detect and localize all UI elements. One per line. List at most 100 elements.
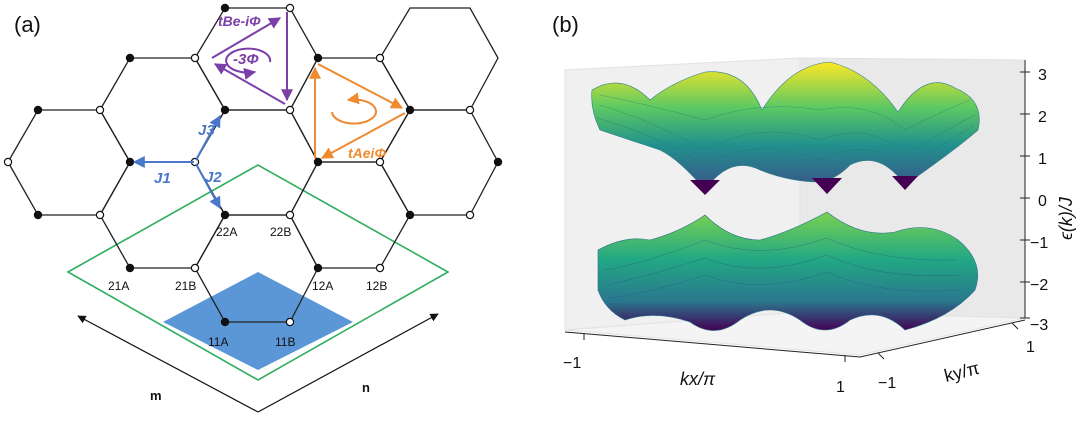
- m-axis-arrow: [77, 315, 259, 413]
- y-tick-label: −1: [878, 375, 896, 392]
- x-axis-line: [564, 331, 861, 358]
- orange-loop: [309, 63, 406, 159]
- site-b: [95, 105, 105, 115]
- site-a: [313, 263, 323, 273]
- z-tick-label: −3: [1030, 317, 1048, 334]
- z-tick-label: −2: [1030, 277, 1048, 294]
- dirac-points: [690, 176, 918, 195]
- site-a: [125, 263, 135, 273]
- panel-b: (b): [552, 12, 1076, 396]
- site-a: [125, 157, 135, 167]
- lattice-axes: [77, 313, 439, 413]
- purple-loop: [211, 12, 293, 105]
- n-axis-arrow: [257, 313, 439, 413]
- x-axis-title: kx/π: [680, 369, 716, 389]
- site-label-22a: 22A: [216, 225, 237, 239]
- site-a: [405, 105, 415, 115]
- panel-a-label: (a): [14, 12, 41, 37]
- site-a: [220, 3, 230, 13]
- orange-edge: [317, 63, 404, 109]
- site-label-21a: 21A: [108, 279, 129, 293]
- hexagon: [289, 161, 411, 269]
- z-tick-label: 2: [1038, 109, 1047, 126]
- m-axis-label: m: [150, 388, 162, 403]
- site-a: [33, 210, 43, 220]
- site-a: [125, 53, 135, 63]
- purple-hopping-label: tBe-iΦ: [218, 13, 261, 29]
- z-axis-ticks: [1020, 71, 1030, 319]
- site-label-12b: 12B: [366, 279, 387, 293]
- site-label-12a: 12A: [312, 279, 333, 293]
- site-a: [405, 210, 415, 220]
- site-b: [285, 210, 295, 220]
- hexagon: [379, 7, 499, 111]
- j2-arrow: [195, 163, 221, 210]
- panel-b-label: (b): [552, 12, 579, 37]
- site-a: [220, 317, 230, 327]
- site-b: [375, 263, 385, 273]
- site-a: [313, 53, 323, 63]
- site-label-22b: 22B: [270, 225, 291, 239]
- j3-label: J3: [198, 122, 215, 139]
- z-tick-label: 1: [1038, 151, 1047, 168]
- supercell-outline: [66, 164, 450, 381]
- hopping-arrows: [132, 114, 221, 210]
- j2-label: J2: [205, 169, 222, 186]
- y-tick-label: 1: [1026, 339, 1035, 356]
- site-b: [375, 157, 385, 167]
- purple-flux-label: -3Φ: [233, 51, 259, 68]
- upper-band-surface: [591, 61, 980, 191]
- site-a: [220, 210, 230, 220]
- site-b: [375, 53, 385, 63]
- purple-circulation-icon: [225, 47, 272, 80]
- panel-a: (a): [3, 3, 503, 413]
- z-axis-title: ϵ(k)/J: [1056, 196, 1076, 240]
- site-a: [493, 157, 503, 167]
- site-b: [465, 105, 475, 115]
- x-tick-label: −1: [563, 355, 581, 372]
- upper-band-meshlines: [595, 94, 976, 171]
- site-label-11a: 11A: [208, 335, 228, 349]
- site-b: [285, 105, 295, 115]
- site-b: [3, 157, 13, 167]
- site-label-11b: 11B: [275, 335, 295, 349]
- site-b: [190, 53, 200, 63]
- x-axis-ticks: [583, 333, 846, 362]
- orange-flux-label: 3Φ: [336, 99, 357, 116]
- site-b: [190, 263, 200, 273]
- site-b: [285, 3, 295, 13]
- purple-edge: [211, 17, 282, 59]
- dirac-cone: [690, 180, 720, 195]
- j1-label: J1: [154, 170, 171, 187]
- lower-band-surface: [597, 211, 978, 331]
- site-a: [220, 105, 230, 115]
- dirac-cone: [812, 178, 842, 194]
- n-axis-label: n: [362, 380, 370, 395]
- site-a: [33, 105, 43, 115]
- orange-circulation-icon: [331, 92, 377, 125]
- orange-edge: [320, 112, 406, 159]
- lower-band-meshlines: [604, 237, 961, 299]
- x-tick-label: 1: [836, 379, 845, 396]
- hexagon: [99, 57, 226, 163]
- hexagon: [379, 109, 499, 216]
- site-b: [465, 210, 475, 220]
- lattice-sites: [3, 3, 503, 327]
- y-axis-ticks: [877, 322, 1019, 360]
- site-label-21b: 21B: [175, 279, 196, 293]
- z-tick-label: 0: [1038, 193, 1047, 210]
- z-tick-label: −1: [1030, 235, 1048, 252]
- y-axis-title: ky/π: [942, 358, 981, 386]
- hexagon: [7, 109, 131, 216]
- purple-edge: [213, 63, 286, 105]
- site-a: [313, 157, 323, 167]
- j3-arrow: [195, 114, 221, 161]
- z-tick-label: 3: [1038, 67, 1047, 84]
- dirac-cone: [892, 176, 918, 190]
- site-b: [95, 210, 105, 220]
- y-axis-line: [859, 319, 1026, 358]
- orange-hopping-label: tAeiΦ: [348, 145, 386, 161]
- unit-cell: [163, 272, 353, 370]
- site-b: [285, 317, 295, 327]
